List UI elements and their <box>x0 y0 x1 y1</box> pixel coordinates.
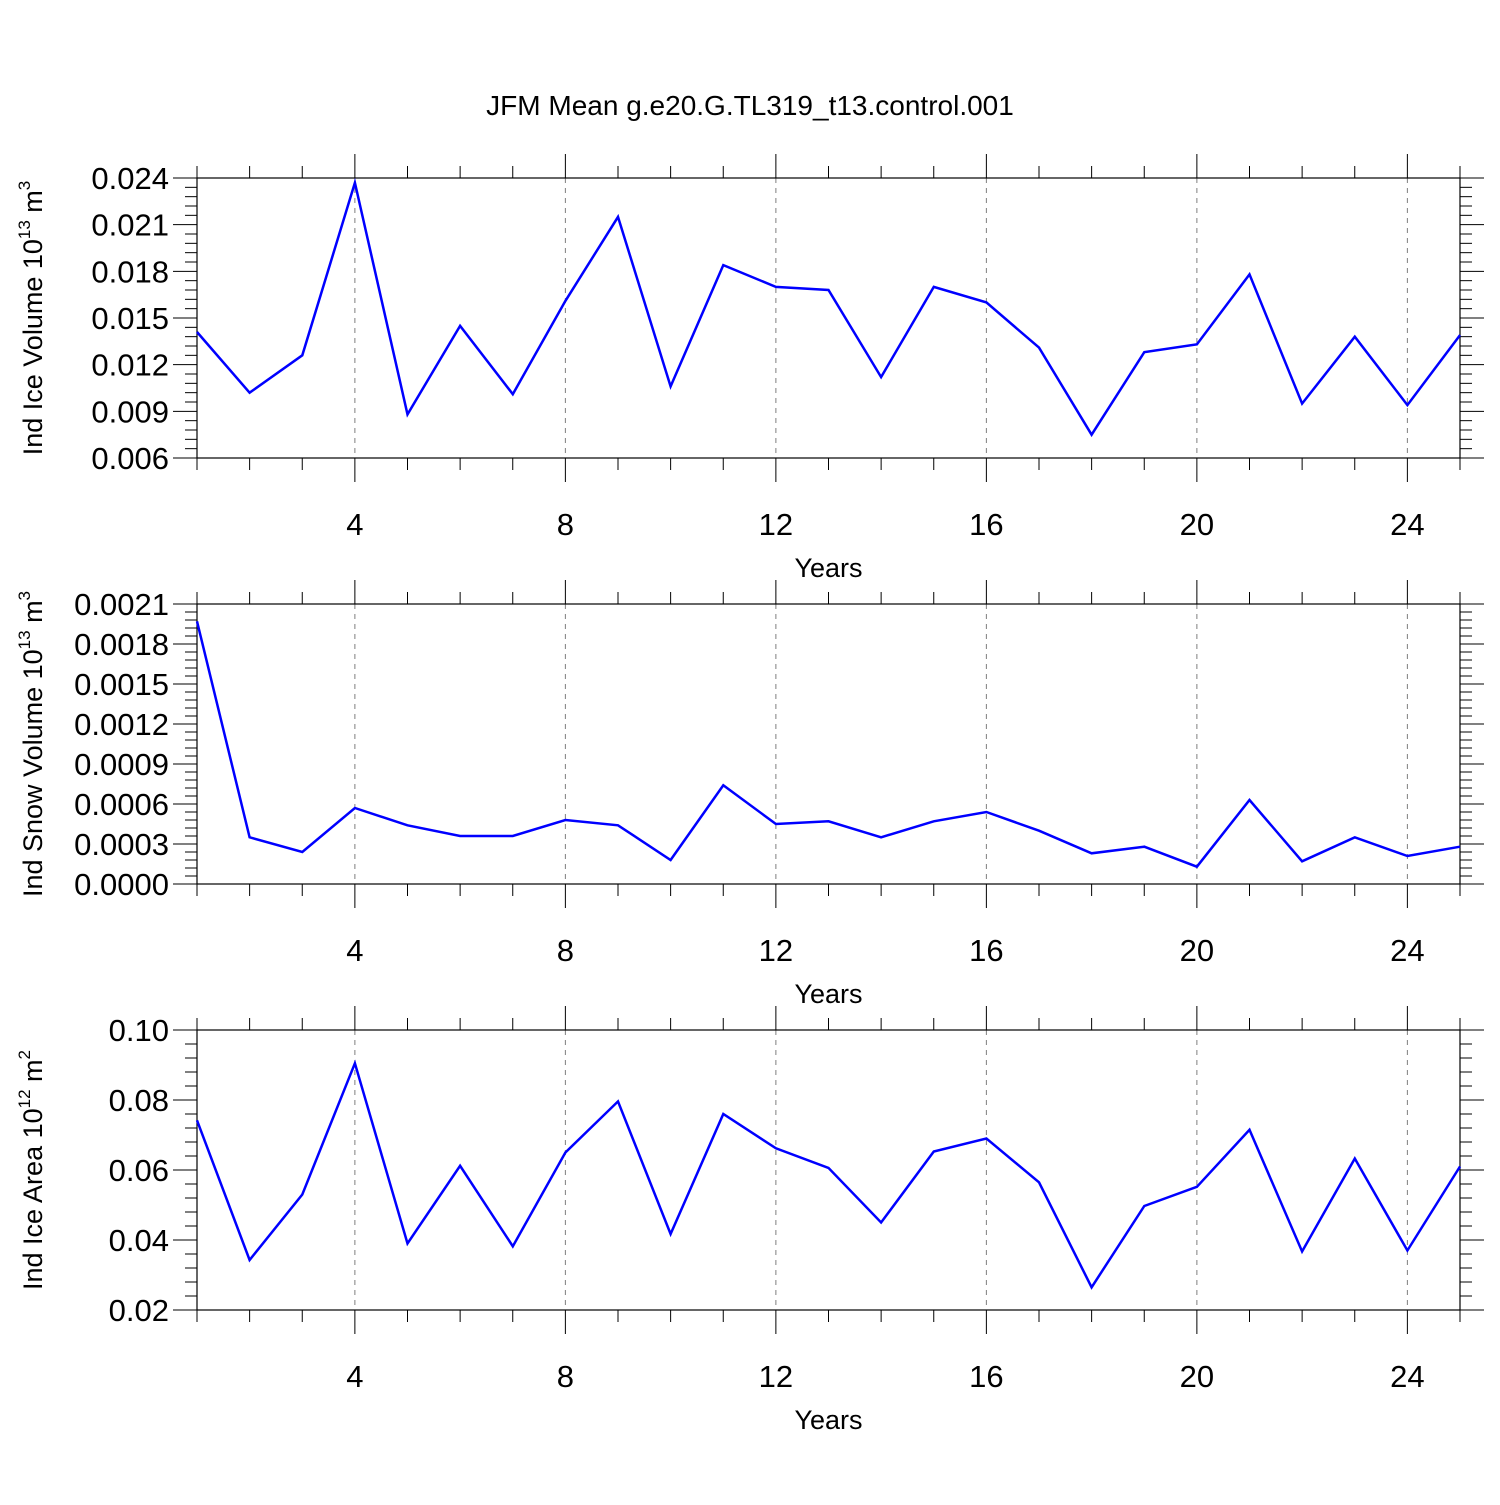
x-tick-label: 4 <box>346 507 363 542</box>
x-axis-title: Years <box>794 1405 862 1435</box>
x-tick-label: 24 <box>1390 507 1424 542</box>
y-axis-title-exponent: 13 <box>15 630 34 649</box>
x-tick-label: 16 <box>969 1359 1003 1394</box>
y-axis-title: Ind Snow Volume 1013 m3 <box>15 591 48 897</box>
x-tick-label: 12 <box>759 507 793 542</box>
x-tick-label: 8 <box>557 507 574 542</box>
y-tick-label: 0.0000 <box>74 867 169 902</box>
y-tick-label: 0.08 <box>109 1083 169 1118</box>
y-tick-label: 0.0003 <box>74 827 169 862</box>
y-axis-title: Ind Ice Volume 1013 m3 <box>15 181 48 456</box>
y-tick-label: 0.006 <box>91 441 169 476</box>
x-tick-label: 20 <box>1180 933 1214 968</box>
x-tick-label: 8 <box>557 1359 574 1394</box>
x-tick-label: 4 <box>346 1359 363 1394</box>
x-tick-label: 8 <box>557 933 574 968</box>
x-axis-title: Years <box>794 979 862 1009</box>
series-line-1 <box>197 183 1460 435</box>
y-tick-label: 0.0021 <box>74 587 169 622</box>
y-axis-title-text: Ind Ice Volume 10 <box>18 239 48 455</box>
x-axis-title: Years <box>794 553 862 583</box>
y-axis-title-unit-exponent: 3 <box>15 181 34 190</box>
y-axis-title-unit-exponent: 3 <box>15 591 34 600</box>
y-axis-title-unit: m <box>18 1059 48 1089</box>
y-axis-title-exponent: 12 <box>15 1089 34 1108</box>
y-axis-title: Ind Ice Area 1012 m2 <box>15 1050 48 1290</box>
y-tick-label: 0.02 <box>109 1293 169 1328</box>
y-axis-title-unit-exponent: 2 <box>15 1050 34 1059</box>
series-line-1 <box>197 1063 1460 1287</box>
x-tick-label: 20 <box>1180 1359 1214 1394</box>
y-tick-label: 0.009 <box>91 394 169 429</box>
x-tick-label: 20 <box>1180 507 1214 542</box>
x-tick-label: 12 <box>759 1359 793 1394</box>
y-axis-title-unit: m <box>18 600 48 630</box>
x-tick-label: 4 <box>346 933 363 968</box>
y-axis-title-unit: m <box>18 190 48 220</box>
x-tick-label: 24 <box>1390 933 1424 968</box>
y-tick-label: 0.015 <box>91 301 169 336</box>
y-tick-label: 0.06 <box>109 1153 169 1188</box>
x-tick-label: 16 <box>969 933 1003 968</box>
y-tick-label: 0.0012 <box>74 707 169 742</box>
y-tick-label: 0.021 <box>91 208 169 243</box>
x-tick-label: 12 <box>759 933 793 968</box>
x-tick-label: 24 <box>1390 1359 1424 1394</box>
x-tick-label: 16 <box>969 507 1003 542</box>
y-tick-label: 0.012 <box>91 348 169 383</box>
y-tick-label: 0.0006 <box>74 787 169 822</box>
y-axis-title-exponent: 13 <box>15 220 34 239</box>
y-tick-label: 0.018 <box>91 254 169 289</box>
series-line-1 <box>197 621 1460 866</box>
y-tick-label: 0.024 <box>91 161 169 196</box>
chart-panel-3: 4 8 12 16 20 24 Years 0.02 0.04 0.06 0.08 0.10 Ind I… <box>15 1006 1484 1435</box>
y-tick-label: 0.0018 <box>74 627 169 662</box>
chart-panel-1: 4 8 12 16 20 24 Years 0.006 0.009 0.012 0.015 0.018… <box>15 154 1484 583</box>
plot-frame <box>197 604 1460 884</box>
y-tick-label: 0.0015 <box>74 667 169 702</box>
figure-title: JFM Mean g.e20.G.TL319_t13.control.001 <box>486 90 1014 121</box>
y-axis-title-text: Ind Ice Area 10 <box>18 1108 48 1290</box>
y-axis-title-text: Ind Snow Volume 10 <box>18 649 48 897</box>
y-tick-label: 0.0009 <box>74 747 169 782</box>
y-tick-label: 0.04 <box>109 1223 169 1258</box>
chart-panel-2: 4 8 12 16 20 24 Years 0.0000 0.0003 0.0006 0.0009 0… <box>15 580 1484 1009</box>
y-tick-label: 0.10 <box>109 1013 169 1048</box>
